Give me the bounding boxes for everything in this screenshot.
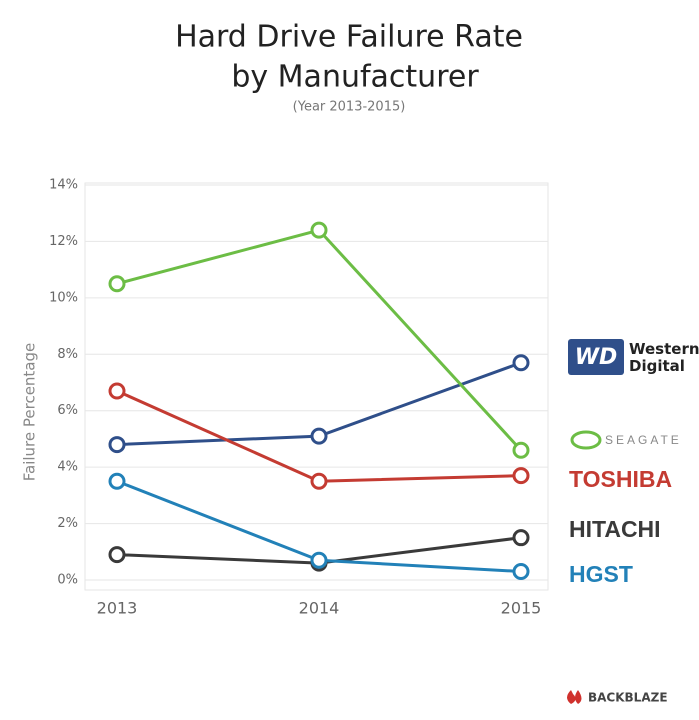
legend-label: Western Digital — [629, 340, 699, 375]
y-tick-label: 0% — [57, 573, 78, 588]
chart-title: Hard Drive Failure Rate — [175, 20, 523, 55]
x-tick-label: 2014 — [299, 599, 340, 618]
data-point — [512, 354, 530, 372]
data-point — [108, 546, 126, 564]
data-point — [512, 467, 530, 485]
legend-label: HITACHI — [569, 516, 661, 542]
x-tick-label: 2013 — [97, 599, 138, 618]
y-axis-label: Failure Percentage — [21, 343, 39, 482]
data-point — [108, 472, 126, 490]
data-point — [310, 427, 328, 445]
y-tick-label: 6% — [57, 403, 78, 418]
legend-badge — [568, 339, 624, 375]
legend-swatch — [570, 430, 602, 450]
source-logo — [567, 690, 582, 704]
data-point — [310, 551, 328, 569]
x-tick-label: 2015 — [501, 599, 542, 618]
legend-badge-text: WD — [575, 345, 618, 370]
y-tick-label: 2% — [57, 516, 78, 531]
legend-label: HGST — [569, 561, 633, 587]
data-point — [310, 472, 328, 490]
chart-subtitle: (Year 2013-2015) — [293, 100, 406, 115]
source: BACKBLAZE — [588, 691, 668, 705]
data-point — [512, 441, 530, 459]
legend-label: TOSHIBA — [569, 466, 672, 492]
data-point — [108, 436, 126, 454]
data-point — [512, 563, 530, 581]
y-tick-label: 12% — [49, 234, 78, 249]
data-point — [512, 529, 530, 547]
data-point — [108, 382, 126, 400]
data-point — [310, 221, 328, 239]
legend-label: SEAGATE — [605, 433, 682, 447]
y-tick-label: 10% — [49, 290, 78, 305]
y-tick-label: 8% — [57, 347, 78, 362]
data-point — [108, 275, 126, 293]
chart-title: by Manufacturer — [231, 60, 479, 95]
y-tick-label: 14% — [49, 178, 78, 193]
y-tick-label: 4% — [57, 460, 78, 475]
plot-frame — [84, 182, 549, 591]
